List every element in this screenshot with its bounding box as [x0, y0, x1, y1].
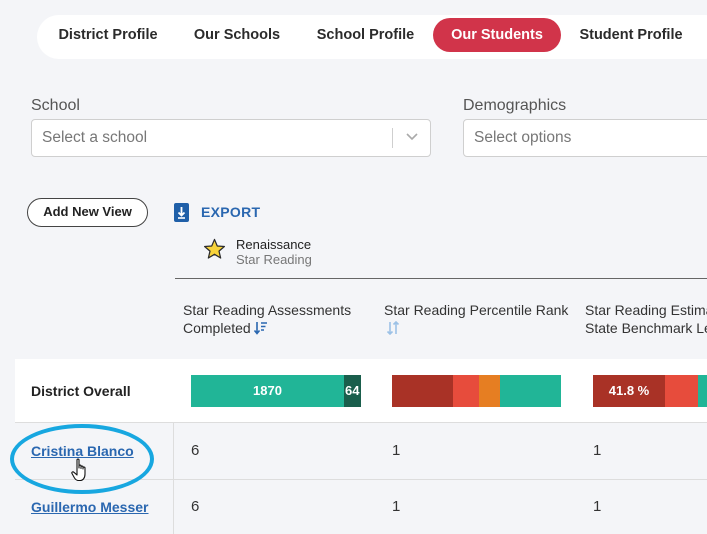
- table-cell-benchmark: 1: [593, 442, 602, 459]
- hand-cursor-icon: [71, 458, 86, 482]
- table-cell-benchmark: 1: [593, 498, 602, 515]
- table-cell-assessments: 6: [191, 442, 200, 459]
- school-filter-label: School: [31, 97, 80, 114]
- column-header-state-benchmark[interactable]: Star Reading Estima State Benchmark Le: [585, 301, 707, 337]
- column-header-line1: Star Reading Percentile Rank: [384, 302, 569, 318]
- tab-student-profile[interactable]: Student Profile: [579, 27, 683, 43]
- add-new-view-button[interactable]: Add New View: [27, 198, 148, 227]
- tab-district-profile[interactable]: District Profile: [58, 27, 158, 43]
- name-column-divider: [173, 423, 174, 534]
- select-separator: [392, 128, 393, 148]
- sort-unsorted-icon[interactable]: [386, 321, 400, 335]
- school-select[interactable]: Select a school: [31, 119, 431, 157]
- sort-descending-icon[interactable]: [253, 321, 268, 335]
- tab-our-students[interactable]: Our Students: [433, 18, 561, 52]
- demographics-select[interactable]: Select options: [463, 119, 707, 157]
- brand-name: Renaissance: [236, 237, 312, 252]
- bar-segment-teal[interactable]: [500, 375, 561, 407]
- percentile-rank-bar[interactable]: [392, 375, 561, 407]
- state-benchmark-bar[interactable]: 41.8 %: [593, 375, 707, 407]
- bar-segment-teal[interactable]: [698, 375, 707, 407]
- district-overall-row: [15, 359, 707, 423]
- column-header-assessments-completed[interactable]: Star Reading Assessments Completed: [183, 301, 351, 337]
- bar-segment-dark-red[interactable]: [392, 375, 453, 407]
- student-link-guillermo-messer[interactable]: Guillermo Messer: [31, 499, 149, 515]
- tab-school-profile[interactable]: School Profile: [316, 27, 415, 43]
- chevron-down-icon[interactable]: [406, 133, 418, 141]
- column-header-percentile-rank[interactable]: Star Reading Percentile Rank: [384, 301, 568, 337]
- export-label: EXPORT: [201, 204, 261, 220]
- product-name: Star Reading: [236, 252, 312, 267]
- highlight-circle: [10, 424, 154, 494]
- table-cell-percentile: 1: [392, 442, 401, 459]
- column-header-line1: Star Reading Assessments: [183, 302, 352, 318]
- district-overall-label: District Overall: [31, 383, 131, 399]
- row-divider: [15, 479, 707, 480]
- column-header-line2: State Benchmark Le: [585, 320, 707, 336]
- column-header-line2: Completed: [183, 320, 251, 336]
- bar-segment-red[interactable]: [453, 375, 479, 407]
- bar-segment-orange[interactable]: [479, 375, 500, 407]
- star-icon: [204, 238, 225, 259]
- column-header-line1: Star Reading Estima: [585, 302, 707, 318]
- demographics-filter-label: Demographics: [463, 97, 567, 114]
- export-download-icon: [174, 203, 189, 222]
- bar-segment-dark-red[interactable]: 41.8 %: [593, 375, 665, 407]
- tab-our-schools[interactable]: Our Schools: [193, 27, 281, 43]
- demographics-select-placeholder: Select options: [474, 129, 572, 146]
- bar-segment-completed[interactable]: 1870: [191, 375, 344, 407]
- bar-segment-red[interactable]: [665, 375, 698, 407]
- assessments-completed-bar[interactable]: 1870 64: [191, 375, 361, 407]
- top-nav-bar: [37, 15, 707, 59]
- bar-segment-remaining[interactable]: 64: [344, 375, 361, 407]
- table-cell-assessments: 6: [191, 498, 200, 515]
- table-cell-percentile: 1: [392, 498, 401, 515]
- school-select-placeholder: Select a school: [42, 129, 148, 146]
- header-divider: [175, 278, 707, 279]
